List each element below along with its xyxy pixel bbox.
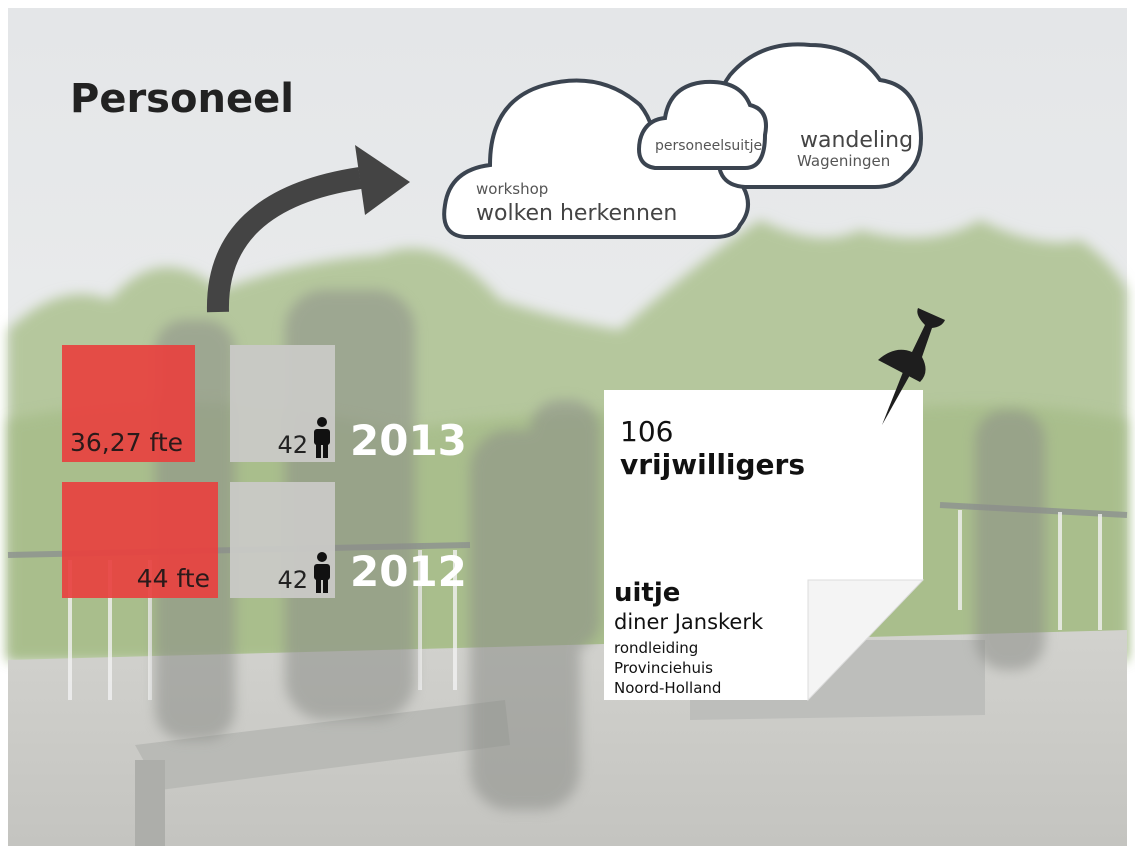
note-line: Noord-Holland bbox=[614, 679, 721, 697]
slide-title: Personeel bbox=[70, 76, 294, 122]
cloud-small-text: workshop bbox=[476, 180, 548, 198]
people-label: 42 bbox=[277, 566, 308, 594]
cloud-small-text: personeelsuitje bbox=[655, 138, 762, 154]
cloud-large-text: wandeling bbox=[800, 128, 913, 153]
note-line: rondleiding bbox=[614, 639, 698, 657]
people-label: 42 bbox=[277, 431, 308, 459]
person-icon bbox=[314, 417, 330, 458]
note-line: Provinciehuis bbox=[614, 659, 713, 677]
note-heading: uitje bbox=[614, 578, 680, 608]
fte-block bbox=[62, 482, 218, 598]
note-card bbox=[604, 308, 945, 702]
cloud bbox=[637, 79, 768, 170]
pushpin bbox=[878, 308, 945, 425]
cloud bbox=[442, 78, 750, 239]
clouds bbox=[442, 42, 923, 239]
fte-block bbox=[62, 345, 195, 462]
stats: 36,27 fte 44 fte 42 42 2013 2012 bbox=[62, 345, 467, 598]
fte-label: 44 fte bbox=[137, 564, 210, 593]
year-label: 2012 bbox=[350, 547, 467, 596]
cloud-small-text: Wageningen bbox=[797, 152, 890, 170]
person-icon bbox=[314, 552, 330, 593]
arrow bbox=[206, 145, 410, 313]
volunteer-count: 106 bbox=[620, 415, 673, 448]
fte-label: 36,27 fte bbox=[70, 428, 183, 457]
note-line: diner Janskerk bbox=[614, 610, 764, 634]
volunteer-label: vrijwilligers bbox=[620, 448, 805, 481]
year-label: 2013 bbox=[350, 416, 467, 465]
cloud-large-text: wolken herkennen bbox=[476, 201, 677, 226]
